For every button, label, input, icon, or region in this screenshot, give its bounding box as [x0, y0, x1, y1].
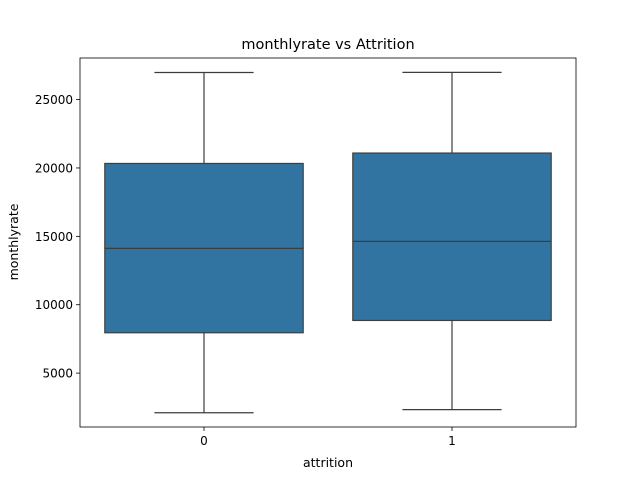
box-group-0: [104, 71, 304, 414]
y-tick-label: 10000: [35, 298, 73, 312]
x-axis-label: attrition: [303, 455, 353, 470]
x-tick-label: 0: [200, 434, 208, 448]
y-tick-label: 15000: [35, 230, 73, 244]
chart-title: monthlyrate vs Attrition: [241, 37, 414, 53]
box-group-1: [352, 71, 552, 411]
y-tick-label: 25000: [35, 93, 73, 107]
boxes-group: [104, 71, 552, 414]
plot-frame: [79, 57, 577, 428]
x-tick-label: 1: [448, 434, 456, 448]
y-tick-label: 5000: [42, 367, 73, 381]
y-axis-label: monthlyrate: [6, 203, 21, 280]
y-tick-label: 20000: [35, 161, 73, 175]
iqr-box: [352, 152, 552, 322]
y-axis: 5000 10000 15000 20000 25000: [35, 93, 80, 381]
